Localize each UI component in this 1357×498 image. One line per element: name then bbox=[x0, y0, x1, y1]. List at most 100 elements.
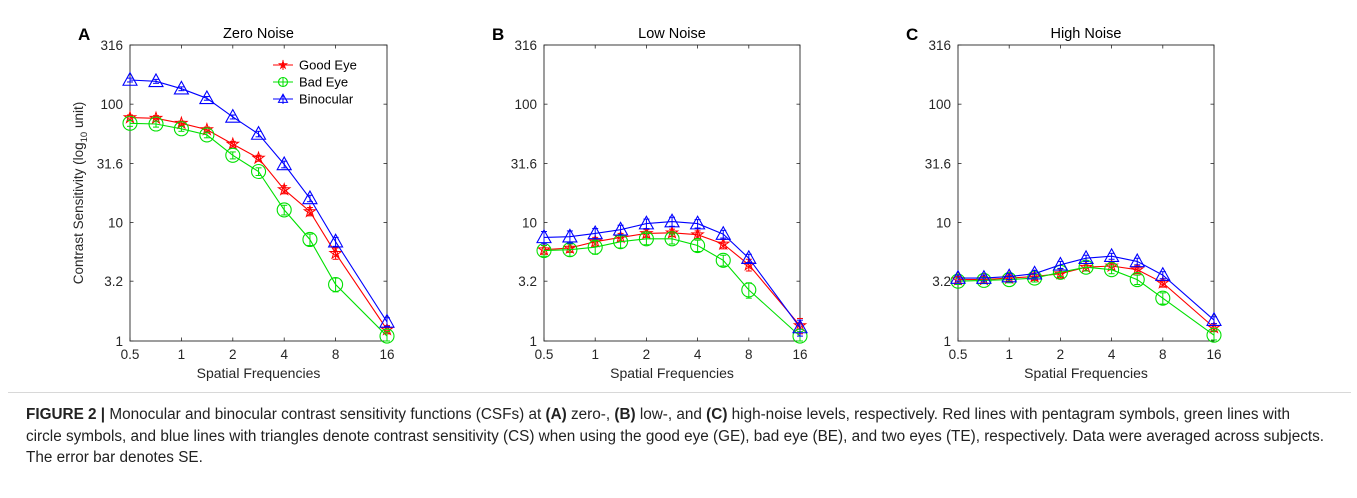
x-axis-label: Spatial Frequencies bbox=[1024, 365, 1148, 381]
circle-marker bbox=[1001, 272, 1017, 288]
circle-marker bbox=[638, 231, 654, 247]
triangle-marker bbox=[1103, 247, 1120, 263]
triangle-marker bbox=[379, 313, 395, 328]
caption-figure-label: FIGURE 2 | bbox=[26, 406, 106, 423]
y-tick-label: 316 bbox=[514, 38, 537, 53]
x-tick-label: 2 bbox=[1057, 347, 1065, 362]
series-line bbox=[129, 122, 388, 337]
y-tick-label: 3.2 bbox=[104, 274, 123, 289]
x-tick-label: 16 bbox=[792, 347, 807, 362]
circle-marker bbox=[664, 231, 680, 247]
y-tick-label: 100 bbox=[100, 97, 123, 112]
pentagram-marker bbox=[690, 227, 705, 241]
triangle-marker bbox=[950, 269, 966, 284]
legend: Good Eye Bad Eye Binocular bbox=[273, 58, 357, 107]
series-line bbox=[958, 255, 1215, 321]
circle-marker bbox=[122, 115, 138, 131]
circle-marker bbox=[690, 237, 706, 254]
panel-title: Zero Noise bbox=[223, 26, 294, 42]
pentagram-marker bbox=[1155, 275, 1171, 289]
circle-marker bbox=[199, 127, 215, 143]
y-tick-label: 10 bbox=[936, 216, 951, 231]
legend-label: Bad Eye bbox=[299, 75, 348, 90]
circle-marker bbox=[1129, 272, 1145, 288]
triangle-marker bbox=[250, 125, 267, 140]
triangle-marker bbox=[277, 93, 289, 103]
series-line bbox=[958, 265, 1215, 328]
triangle-marker bbox=[1206, 311, 1222, 326]
circle-marker bbox=[173, 121, 189, 137]
triangle-marker bbox=[792, 319, 808, 334]
x-tick-label: 4 bbox=[1108, 347, 1116, 362]
triangle-marker bbox=[1026, 265, 1043, 280]
x-tick-label: 1 bbox=[178, 347, 186, 362]
triangle-marker bbox=[587, 224, 604, 240]
circle-marker bbox=[302, 231, 318, 248]
triangle-marker bbox=[1154, 266, 1171, 281]
circle-marker bbox=[1155, 290, 1171, 306]
pentagram-marker bbox=[276, 181, 292, 196]
x-tick-label: 0.5 bbox=[535, 347, 554, 362]
series-bad-eye bbox=[536, 231, 808, 344]
triangle-marker bbox=[561, 228, 578, 243]
x-tick-label: 2 bbox=[643, 347, 651, 362]
series-bad-eye bbox=[950, 259, 1222, 343]
y-tick-label: 100 bbox=[514, 97, 537, 112]
y-tick-label: 100 bbox=[928, 97, 951, 112]
x-tick-label: 4 bbox=[694, 347, 702, 362]
x-axis-label: Spatial Frequencies bbox=[197, 365, 321, 381]
y-tick-label: 10 bbox=[522, 216, 537, 231]
y-axis-label-part: Contrast Sensitivity (log bbox=[71, 142, 86, 284]
y-axis-label: Contrast Sensitivity (log10 unit) bbox=[71, 102, 90, 284]
series-line bbox=[129, 79, 388, 323]
caption-box: FIGURE 2 | Monocular and binocular contr… bbox=[8, 392, 1351, 492]
circle-marker bbox=[277, 76, 289, 88]
x-tick-label: 1 bbox=[591, 347, 599, 362]
series-line bbox=[129, 117, 388, 330]
pentagram-marker bbox=[277, 59, 289, 70]
y-tick-label: 10 bbox=[108, 216, 123, 231]
caption-text: zero-, bbox=[566, 406, 615, 423]
circle-marker bbox=[276, 202, 292, 218]
series-bad-eye bbox=[122, 115, 395, 344]
panel-letter: C bbox=[906, 25, 918, 44]
y-tick-label: 316 bbox=[928, 38, 951, 53]
y-tick-label: 31.6 bbox=[97, 156, 123, 171]
x-tick-label: 16 bbox=[379, 347, 394, 362]
triangle-marker bbox=[612, 221, 629, 236]
circle-marker bbox=[225, 147, 241, 163]
x-tick-label: 2 bbox=[229, 347, 237, 362]
caption-panel-ref: (C) bbox=[706, 406, 728, 423]
triangle-marker bbox=[638, 215, 655, 230]
triangle-marker bbox=[536, 228, 552, 244]
caption-panel-ref: (B) bbox=[614, 406, 636, 423]
triangle-marker bbox=[1129, 252, 1146, 268]
circle-marker bbox=[250, 163, 267, 180]
circle-marker bbox=[950, 273, 966, 289]
triangle-marker bbox=[740, 249, 757, 265]
legend-label: Binocular bbox=[299, 92, 354, 107]
axes-box bbox=[543, 44, 801, 342]
circle-marker bbox=[328, 276, 344, 293]
caption-text: Monocular and binocular contrast sensiti… bbox=[105, 406, 546, 423]
legend-entry: Good Eye bbox=[273, 58, 357, 73]
x-tick-label: 8 bbox=[1159, 347, 1167, 362]
series-binocular bbox=[122, 71, 395, 328]
y-axis-label-part: unit) bbox=[71, 102, 86, 132]
triangle-marker bbox=[122, 71, 138, 86]
series-line bbox=[957, 266, 1215, 336]
legend-label: Good Eye bbox=[299, 58, 357, 73]
legend-entry: Bad Eye bbox=[273, 75, 348, 90]
y-tick-label: 316 bbox=[100, 38, 123, 53]
panel-title: High Noise bbox=[1051, 26, 1122, 42]
panel-letter: B bbox=[492, 25, 504, 44]
figure-caption: FIGURE 2 | Monocular and binocular contr… bbox=[26, 404, 1326, 469]
caption-body: Monocular and binocular contrast sensiti… bbox=[26, 406, 1324, 466]
circle-marker bbox=[1206, 327, 1222, 343]
y-tick-label: 31.6 bbox=[511, 156, 537, 171]
circle-marker bbox=[715, 252, 731, 268]
y-tick-label: 3.2 bbox=[932, 274, 951, 289]
